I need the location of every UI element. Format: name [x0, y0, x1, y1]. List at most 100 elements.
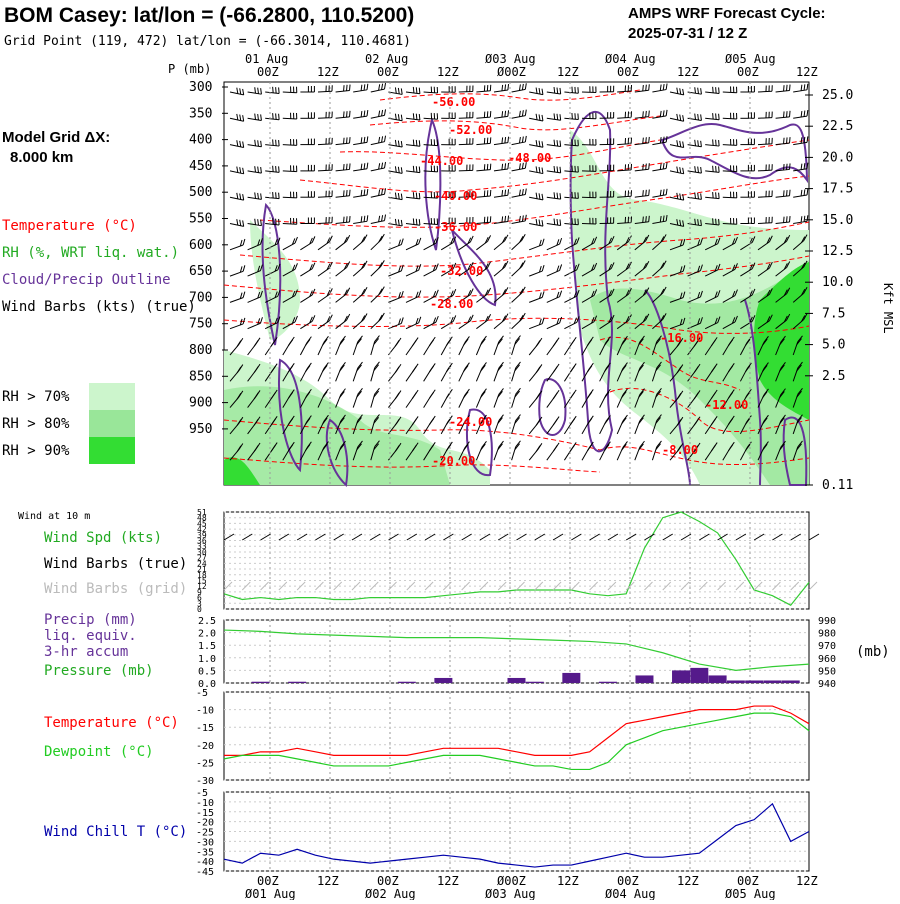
- precip-bar: [709, 675, 727, 683]
- contour-label: -44.00: [420, 154, 463, 168]
- model-grid-value: 8.000 km: [10, 149, 73, 166]
- height-tick-label: 2.5: [822, 369, 845, 384]
- pressure-tick-label: 650: [189, 264, 212, 279]
- pressure-tick-label: 500: [189, 185, 212, 200]
- top-date-label: Ø04 Aug: [605, 52, 656, 66]
- contour-label: -36.00: [434, 220, 477, 234]
- bottom-hour-label: 12Z: [796, 874, 818, 888]
- wind-barb-grid: [480, 582, 488, 590]
- wind-chill-line: [224, 804, 809, 867]
- pressure-tick-label: 950: [189, 422, 212, 437]
- pressure-tick-label-right: 990: [818, 616, 836, 627]
- rh90-label: RH > 90%: [2, 443, 70, 459]
- pressure-unit-label: P (mb): [168, 62, 211, 76]
- height-tick-label: 25.0: [822, 88, 853, 103]
- contour-label: -52.00: [449, 123, 492, 137]
- precip-bar: [599, 682, 617, 683]
- grid-point-subtitle: Grid Point (119, 472) lat/lon = (-66.301…: [4, 34, 411, 49]
- mb-unit-label: (mb): [856, 644, 890, 660]
- precip-bar: [562, 673, 580, 683]
- legend-temperature: Temperature (°C): [2, 218, 137, 234]
- pressure-axis: 3003504004505005506006507007508008509009…: [189, 80, 228, 437]
- top-hour-label: 00Z: [617, 65, 639, 79]
- wind-barb-grid: [736, 582, 744, 590]
- wind-barb-true: [626, 534, 636, 540]
- top-date-label: 02 Aug: [365, 52, 408, 66]
- pressure-tick-label: 600: [189, 238, 212, 253]
- legend-rh: RH (%, WRT liq. wat.): [2, 245, 179, 261]
- height-tick-label: 10.0: [822, 275, 853, 290]
- top-hour-label: 00Z: [257, 65, 279, 79]
- precip-bar: [763, 680, 781, 683]
- wind-barbs-grid-label: Wind Barbs (grid): [44, 581, 187, 597]
- pressure-tick-label: 850: [189, 369, 212, 384]
- contour-label: -56.00: [432, 95, 475, 109]
- bottom-hour-label: 00Z: [737, 874, 759, 888]
- pressure-tick-label-right: 980: [818, 629, 836, 640]
- top-hour-label: 00Z: [737, 65, 759, 79]
- height-axis: 25.022.520.017.515.012.510.07.55.02.50.1…: [805, 88, 853, 493]
- precip-bar: [635, 675, 653, 683]
- rh70-label: RH > 70%: [2, 389, 70, 405]
- contour-label: -8.00: [662, 443, 698, 457]
- contour-label: -48.00: [508, 151, 551, 165]
- pressure-tick-label-right: 950: [818, 666, 836, 677]
- height-tick-label: 5.0: [822, 338, 845, 353]
- wind-barb-grid: [571, 582, 579, 590]
- height-tick-label: 12.5: [822, 244, 853, 259]
- pressure-tick-label: 750: [189, 317, 212, 332]
- rh90-swatch: [89, 437, 135, 464]
- wind-barb-grid: [425, 582, 433, 590]
- top-hour-label: 00Z: [377, 65, 399, 79]
- precip-label: Precip (mm): [44, 612, 137, 628]
- wind-barb-true: [772, 534, 782, 540]
- precip-bar: [727, 680, 745, 683]
- precip-bar: [526, 682, 544, 683]
- pressure-tick-label: 450: [189, 159, 212, 174]
- pressure-tick-label-right: 940: [818, 679, 836, 690]
- wind-barb-grid: [462, 582, 470, 590]
- pressure-tick-label-right: 970: [818, 641, 836, 652]
- height-tick-label: 22.5: [822, 119, 853, 134]
- pressure-tick-label: 350: [189, 106, 212, 121]
- contour-label: -20.00: [432, 454, 475, 468]
- precip-tick-label: 0.5: [198, 666, 216, 677]
- pressure-tick-label: 550: [189, 212, 212, 227]
- top-date-label: Ø03 Aug: [485, 52, 536, 66]
- windchill-panel-frame: [224, 792, 809, 871]
- forecast-cycle-label: AMPS WRF Forecast Cycle:: [628, 5, 826, 22]
- contour-label: -24.00: [449, 415, 492, 429]
- height-tick-label: 17.5: [822, 182, 853, 197]
- accum-label: 3-hr accum: [44, 644, 128, 660]
- wind-barb-grid: [297, 582, 305, 590]
- top-hour-label: Ø00Z: [497, 65, 526, 79]
- forecast-cycle-value: 2025-07-31 / 12 Z: [628, 25, 747, 42]
- precip-panel-frame: [224, 620, 809, 683]
- wind-barb-grid: [315, 582, 323, 590]
- height-tick-label: 20.0: [822, 150, 853, 165]
- wind-barb-grid: [407, 582, 415, 590]
- wind-speed-line: [224, 512, 809, 605]
- wind-speed-label: Wind Spd (kts): [44, 530, 162, 546]
- bottom-hour-label: 00Z: [377, 874, 399, 888]
- precip-tick-label: 1.5: [198, 641, 216, 652]
- wind-barb-true: [517, 534, 527, 540]
- top-hour-label: 12Z: [317, 65, 339, 79]
- wind-barb-grid: [370, 582, 378, 590]
- pressure-tick-label: 400: [189, 133, 212, 148]
- precip-bar: [782, 680, 800, 683]
- bottom-hour-label: 12Z: [317, 874, 339, 888]
- precip-bar: [672, 670, 690, 683]
- precip-bar: [398, 682, 416, 683]
- wind-barb-true: [571, 534, 581, 540]
- wind-panel-frame: [224, 512, 809, 609]
- height-tick-label: 15.0: [822, 213, 853, 228]
- top-hour-label: 12Z: [557, 65, 579, 79]
- contour-label: -16.00: [660, 331, 703, 345]
- height-tick-label: 7.5: [822, 306, 845, 321]
- windchill-panel: -5-10-15-20-25-30-35-40-45: [196, 788, 809, 878]
- top-hour-label: 12Z: [677, 65, 699, 79]
- wind-barb-grid: [352, 582, 360, 590]
